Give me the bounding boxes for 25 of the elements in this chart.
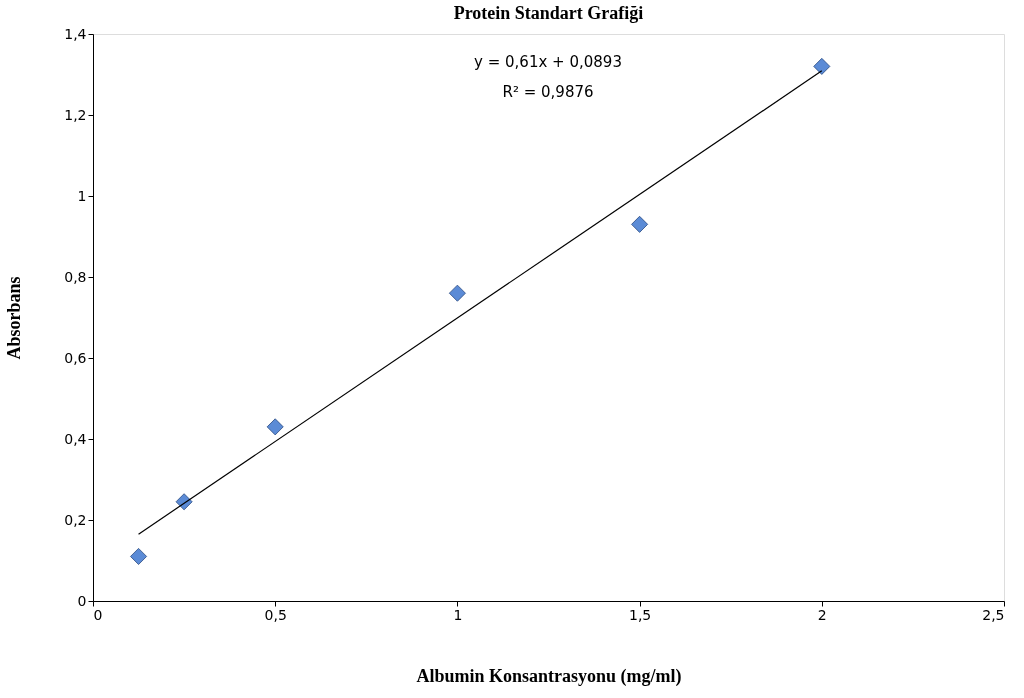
y-tick-label: 0 bbox=[77, 592, 87, 609]
y-tick-label: 0,4 bbox=[64, 430, 87, 447]
chart-title: Protein Standart Grafiği bbox=[453, 3, 644, 23]
point bbox=[175, 493, 193, 511]
y-tick-label: 1 bbox=[77, 187, 87, 204]
x-tick-label: 0 bbox=[93, 606, 103, 623]
annotation: y = 0,61x + 0,0893 bbox=[474, 53, 622, 71]
y-tick-label: 1,2 bbox=[64, 106, 87, 123]
y-tick-label: 0,8 bbox=[64, 268, 87, 285]
point bbox=[631, 215, 649, 233]
x-tick-label: 0,5 bbox=[264, 606, 287, 623]
y-tick-label: 0,2 bbox=[64, 511, 87, 528]
y-axis-title: Absorbans bbox=[4, 276, 25, 360]
x-tick-label: 1 bbox=[453, 606, 463, 623]
point bbox=[266, 418, 284, 436]
point bbox=[130, 547, 148, 565]
point bbox=[448, 284, 466, 302]
x-tick-label: 1,5 bbox=[628, 606, 652, 623]
x-tick-label: 2 bbox=[817, 606, 827, 623]
x-tick-label: 2,5 bbox=[982, 606, 1005, 623]
y-tick-label: 0,6 bbox=[64, 349, 87, 366]
x-axis-title: Albumin Konsantrasyonu (mg/ml) bbox=[416, 665, 682, 687]
annotation: R² = 0,9876 bbox=[502, 83, 594, 101]
point bbox=[813, 57, 831, 75]
y-tick-label: 1,4 bbox=[64, 25, 87, 42]
